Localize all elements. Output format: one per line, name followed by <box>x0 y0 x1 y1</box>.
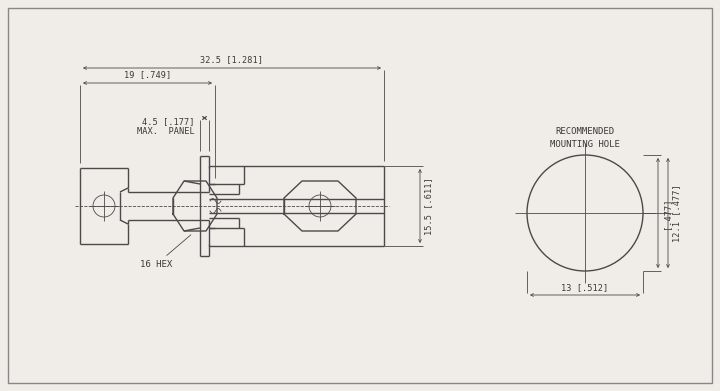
Text: 4.5 [.177]: 4.5 [.177] <box>143 118 195 127</box>
Text: 32.5 [1.281]: 32.5 [1.281] <box>200 55 264 64</box>
Text: 19 [.749]: 19 [.749] <box>124 70 171 79</box>
Text: RECOMMENDED
MOUNTING HOLE: RECOMMENDED MOUNTING HOLE <box>550 127 620 149</box>
Text: 16 HEX: 16 HEX <box>140 235 191 269</box>
Text: 15.5 [.611]: 15.5 [.611] <box>424 177 433 235</box>
Text: 13 [.512]: 13 [.512] <box>562 283 608 292</box>
Text: [.477]: [.477] <box>662 197 671 229</box>
Text: MAX.  PANEL: MAX. PANEL <box>138 127 195 136</box>
Text: 12.1 [.477]: 12.1 [.477] <box>672 184 681 242</box>
